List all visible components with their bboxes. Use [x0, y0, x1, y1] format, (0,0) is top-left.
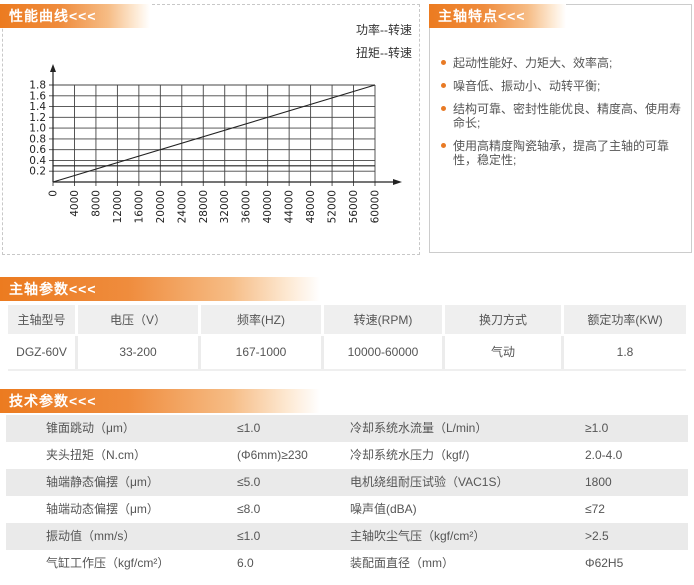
svg-text:48000: 48000 — [305, 190, 317, 223]
svg-text:1.6: 1.6 — [29, 90, 46, 102]
bullet-dot-icon — [441, 83, 446, 88]
table-cell-voltage: 33-200 — [78, 336, 201, 369]
spindle-params-title: 主轴参数<<< — [0, 277, 320, 301]
tech-value: ≤1.0 — [237, 421, 261, 435]
feature-text: 使用高精度陶瓷轴承，提高了主轴的可靠性，稳定性; — [453, 139, 670, 167]
svg-text:4000: 4000 — [69, 190, 81, 217]
tech-value: ≤1.0 — [237, 529, 261, 543]
tech-value: >2.5 — [585, 529, 609, 543]
features-title: 主轴特点<<< — [429, 4, 566, 28]
legend-power-speed: 功率--转速 — [356, 23, 412, 37]
feature-item: 使用高精度陶瓷轴承，提高了主轴的可靠性，稳定性; — [441, 139, 686, 167]
bullet-dot-icon — [441, 60, 446, 65]
tech-value: ≤72 — [585, 502, 605, 516]
svg-text:60000: 60000 — [370, 190, 382, 223]
table-row: 振动值（mm/s） ≤1.0 主轴吹尘气压（kgf/cm²） >2.5 — [6, 523, 688, 550]
table-cell-toolchange: 气动 — [445, 336, 564, 369]
tech-value: 1800 — [585, 475, 612, 489]
tech-value: (Φ6mm)≥230 — [237, 448, 308, 462]
table-cell-power: 1.8 — [564, 336, 686, 369]
performance-chart: 0.20.40.60.81.01.21.41.61.8 0 4000 8000 1200… — [29, 64, 402, 223]
column-header: 电压（V） — [78, 305, 201, 336]
tech-label: 冷却系统水压力（kgf/) — [350, 448, 470, 462]
svg-text:12000: 12000 — [112, 190, 124, 223]
tech-value: ≤8.0 — [237, 502, 261, 516]
svg-text:44000: 44000 — [284, 190, 296, 223]
svg-text:8000: 8000 — [90, 190, 102, 217]
tech-params-title: 技术参数<<< — [0, 389, 320, 413]
tech-label: 锥面跳动（μm） — [46, 421, 135, 435]
feature-text: 结构可靠、密封性能优良、精度高、使用寿命长; — [453, 102, 682, 130]
tech-label: 振动值（mm/s） — [46, 529, 136, 543]
svg-text:28000: 28000 — [198, 190, 210, 223]
svg-text:1.0: 1.0 — [29, 123, 46, 135]
svg-text:52000: 52000 — [327, 190, 339, 223]
feature-text: 起动性能好、力矩大、效率高; — [453, 56, 613, 70]
performance-panel — [2, 4, 420, 255]
svg-text:20000: 20000 — [155, 190, 167, 223]
column-header: 频率(HZ) — [201, 305, 324, 336]
svg-text:16000: 16000 — [133, 190, 145, 223]
performance-title: 性能曲线<<< — [0, 4, 150, 28]
table-row: 气缸工作压（kgf/cm²） 6.0 装配面直径（mm） Φ62H5 — [6, 550, 688, 577]
bullet-dot-icon — [441, 106, 446, 111]
tech-label: 轴端动态偏摆（μm） — [46, 502, 159, 516]
table-cell-speed: 10000-60000 — [324, 336, 445, 369]
feature-text: 噪音低、振动小、动转平衡; — [453, 79, 601, 93]
svg-text:0.6: 0.6 — [29, 144, 46, 156]
features-panel — [429, 4, 692, 253]
column-header: 转速(RPM) — [324, 305, 445, 336]
column-header: 换刀方式 — [445, 305, 564, 336]
tech-label: 气缸工作压（kgf/cm²） — [46, 556, 170, 570]
feature-item: 噪音低、振动小、动转平衡; — [441, 79, 686, 93]
table-row: 轴端动态偏摆（μm） ≤8.0 噪声值(dBA) ≤72 — [6, 496, 688, 523]
feature-item: 起动性能好、力矩大、效率高; — [441, 56, 686, 70]
features-list: 起动性能好、力矩大、效率高; 噪音低、振动小、动转平衡; 结构可靠、密封性能优良… — [441, 56, 686, 176]
tech-label: 轴端静态偏摆（μm） — [46, 475, 159, 489]
table-row: 轴端静态偏摆（μm） ≤5.0 电机绕组耐压试验（VAC1S） 1800 — [6, 469, 688, 496]
svg-text:0.4: 0.4 — [29, 155, 46, 167]
tech-label: 夹头扭矩（N.cm） — [46, 448, 146, 462]
table-cell-frequency: 167-1000 — [201, 336, 324, 369]
tech-value: 2.0-4.0 — [585, 448, 623, 462]
svg-text:1.2: 1.2 — [29, 112, 46, 124]
svg-text:0.8: 0.8 — [29, 133, 46, 145]
column-header: 额定功率(KW) — [564, 305, 686, 336]
table-row: 夹头扭矩（N.cm） (Φ6mm)≥230 冷却系统水压力（kgf/) 2.0-… — [6, 442, 688, 469]
column-header: 主轴型号 — [8, 305, 78, 336]
svg-text:1.4: 1.4 — [29, 101, 46, 113]
svg-text:32000: 32000 — [219, 190, 231, 223]
svg-text:36000: 36000 — [241, 190, 253, 223]
tech-label: 电机绕组耐压试验（VAC1S） — [350, 475, 509, 489]
tech-label: 主轴吹尘气压（kgf/cm²） — [350, 529, 486, 543]
tech-label: 噪声值(dBA) — [350, 502, 417, 516]
bullet-dot-icon — [441, 143, 446, 148]
svg-text:56000: 56000 — [348, 190, 360, 223]
legend-torque-speed: 扭矩--转速 — [356, 46, 412, 60]
svg-text:1.8: 1.8 — [29, 80, 46, 92]
feature-item: 结构可靠、密封性能优良、精度高、使用寿命长; — [441, 102, 686, 130]
tech-value: ≥1.0 — [585, 421, 609, 435]
svg-text:24000: 24000 — [176, 190, 188, 223]
tech-params-table: 锥面跳动（μm） ≤1.0 冷却系统水流量（L/min） ≥1.0 夹头扭矩（N… — [6, 415, 688, 577]
tech-label: 冷却系统水流量（L/min） — [350, 421, 488, 435]
tech-value: ≤5.0 — [237, 475, 261, 489]
svg-text:0: 0 — [48, 190, 60, 197]
tech-label: 装配面直径（mm） — [350, 556, 454, 570]
table-cell-model: DGZ-60V — [8, 336, 78, 369]
tech-value: Φ62H5 — [585, 556, 624, 570]
tech-value: 6.0 — [237, 556, 254, 570]
table-row: 锥面跳动（μm） ≤1.0 冷却系统水流量（L/min） ≥1.0 — [6, 415, 688, 442]
svg-text:40000: 40000 — [262, 190, 274, 223]
svg-text:0.2: 0.2 — [29, 166, 46, 178]
spindle-params-table: 主轴型号 电压（V） 频率(HZ) 转速(RPM) 换刀方式 额定功率(KW) … — [8, 305, 686, 371]
